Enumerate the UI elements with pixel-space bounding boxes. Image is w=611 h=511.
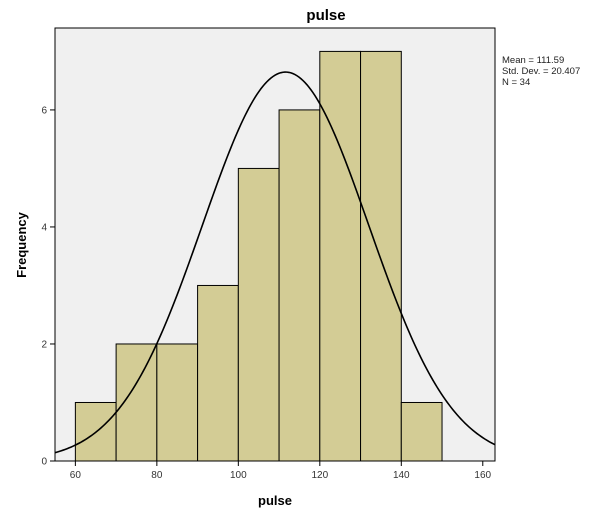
x-tick-label-160: 160 <box>474 470 491 481</box>
stats-mean: Mean = 111.59 <box>502 55 564 66</box>
x-tick-label-120: 120 <box>311 470 328 481</box>
y-tick-label-4: 4 <box>41 222 47 233</box>
histogram-bar-8 <box>400 401 443 462</box>
x-tick-label-140: 140 <box>393 470 410 481</box>
histogram-bar-6 <box>319 50 362 462</box>
y-tick-label-6: 6 <box>41 105 47 116</box>
histogram-bar-4 <box>237 167 280 462</box>
histogram-bar-1 <box>115 343 158 462</box>
histogram-bar-2 <box>156 343 199 462</box>
x-tick-label-60: 60 <box>70 470 82 481</box>
histogram-bar-5 <box>278 109 321 462</box>
x-tick-label-100: 100 <box>230 470 247 481</box>
x-tick-label-80: 80 <box>151 470 163 481</box>
stats-std-dev: Std. Dev. = 20.407 <box>502 66 580 77</box>
y-tick-label-2: 2 <box>41 339 47 350</box>
y-axis-label: Frequency <box>14 211 29 278</box>
chart-title: pulse <box>306 7 345 24</box>
histogram-bar-7 <box>360 50 402 462</box>
x-axis: 60 80 100 120 140 160 <box>70 461 492 481</box>
x-axis-label: pulse <box>258 493 292 508</box>
stats-n: N = 34 <box>502 77 530 88</box>
y-axis: 0 2 4 6 <box>41 105 55 468</box>
histogram-bar-3 <box>197 284 239 462</box>
y-tick-label-0: 0 <box>41 457 47 468</box>
normal-curve <box>54 71 496 454</box>
histogram-bars <box>74 50 443 462</box>
stats-box: Mean = 111.59 Std. Dev. = 20.407 N = 34 <box>502 55 580 88</box>
